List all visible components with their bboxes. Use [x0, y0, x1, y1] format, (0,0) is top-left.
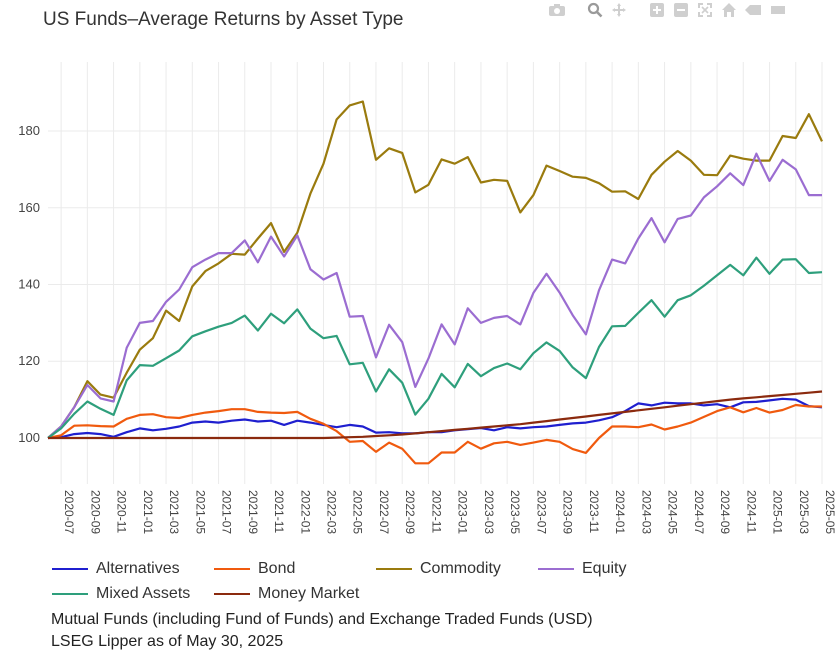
series-lines [47, 100, 823, 465]
legend-label: Money Market [258, 585, 360, 602]
legend-item-equity[interactable]: Equity [538, 559, 626, 579]
x-tick-label: 2022-03 [324, 490, 338, 534]
legend-label: Equity [582, 560, 627, 577]
y-tick-label: 120 [18, 353, 40, 368]
legend-swatch [214, 568, 250, 570]
chart-title: US Funds–Average Returns by Asset Type [43, 9, 404, 30]
x-tick-label: 2023-05 [508, 490, 522, 534]
legend-swatch [376, 568, 412, 570]
x-tick-label: 2020-11 [115, 490, 129, 533]
zoom-icon[interactable] [583, 0, 607, 20]
x-tick-label: 2022-07 [377, 490, 391, 534]
x-tick-label: 2025-01 [771, 490, 785, 534]
chart-toolbar [545, 0, 789, 20]
x-tick-label: 2023-11 [587, 490, 601, 533]
y-tick-label: 100 [18, 430, 40, 445]
footer-date-line: LSEG Lipper as of May 30, 2025 [51, 633, 284, 650]
x-tick-label: 2021-11 [272, 490, 286, 533]
legend-swatch [538, 568, 574, 570]
x-tick-label: 2024-01 [613, 490, 627, 534]
x-tick-label: 2024-05 [666, 490, 680, 534]
y-axis: 100 120 140 160 180 [18, 123, 40, 445]
x-tick-label: 2024-07 [692, 490, 706, 534]
series-line-money-market[interactable] [48, 390, 823, 440]
x-tick-label: 2022-11 [429, 490, 443, 533]
x-tick-label: 2023-01 [456, 490, 470, 534]
zoom-out-icon[interactable] [669, 0, 693, 20]
legend-label: Bond [258, 560, 296, 577]
x-tick-label: 2025-05 [823, 490, 837, 534]
legend-item-commodity[interactable]: Commodity [376, 559, 501, 579]
series-line-equity[interactable] [47, 152, 822, 439]
y-tick-label: 160 [18, 200, 40, 215]
x-tick-label: 2023-09 [561, 490, 575, 534]
legend-swatch [52, 593, 88, 595]
series-line-commodity[interactable] [47, 100, 823, 439]
legend-swatch [214, 593, 250, 595]
series-line-bond[interactable] [47, 403, 822, 465]
x-tick-label: 2023-03 [482, 490, 496, 534]
camera-icon[interactable] [545, 0, 569, 20]
legend-swatch [52, 568, 88, 570]
x-tick-label: 2021-03 [167, 490, 181, 534]
x-tick-label: 2020-07 [62, 490, 76, 534]
x-tick-label: 2024-11 [744, 490, 758, 533]
legend-item-mixed-assets[interactable]: Mixed Assets [52, 584, 190, 604]
pan-icon[interactable] [607, 0, 631, 20]
x-tick-label: 2022-05 [351, 490, 365, 534]
x-tick-label: 2021-05 [193, 490, 207, 534]
x-tick-label: 2021-01 [141, 490, 155, 534]
grid-lines [48, 62, 823, 484]
legend-item-bond[interactable]: Bond [214, 559, 295, 579]
zoom-in-icon[interactable] [645, 0, 669, 20]
y-tick-label: 180 [18, 123, 40, 138]
x-tick-label: 2025-03 [797, 490, 811, 534]
y-tick-label: 140 [18, 277, 40, 292]
autoscale-icon[interactable] [693, 0, 717, 20]
x-tick-label: 2021-09 [246, 490, 260, 534]
x-axis: 2020-07 2020-09 2020-11 2021-01 2021-03 2021-… [62, 490, 837, 534]
home-icon[interactable] [717, 0, 741, 20]
x-tick-label: 2020-09 [88, 490, 102, 534]
legend-item-alternatives[interactable]: Alternatives [52, 559, 180, 579]
x-tick-label: 2021-07 [220, 490, 234, 534]
x-tick-label: 2022-01 [298, 490, 312, 534]
spike-lines-icon[interactable] [741, 0, 765, 20]
legend-label: Mixed Assets [96, 585, 191, 602]
legend-item-money-market[interactable]: Money Market [214, 584, 359, 604]
legend-label: Alternatives [96, 560, 180, 577]
x-tick-label: 2024-03 [639, 490, 653, 534]
hover-closest-icon[interactable] [765, 0, 789, 20]
x-tick-label: 2024-09 [718, 490, 732, 534]
series-line-mixed-assets[interactable] [47, 256, 823, 439]
x-tick-label: 2023-07 [534, 490, 548, 534]
x-tick-label: 2022-09 [403, 490, 417, 534]
legend-label: Commodity [420, 560, 501, 577]
footer-source-line: Mutual Funds (including Fund of Funds) a… [51, 611, 593, 628]
